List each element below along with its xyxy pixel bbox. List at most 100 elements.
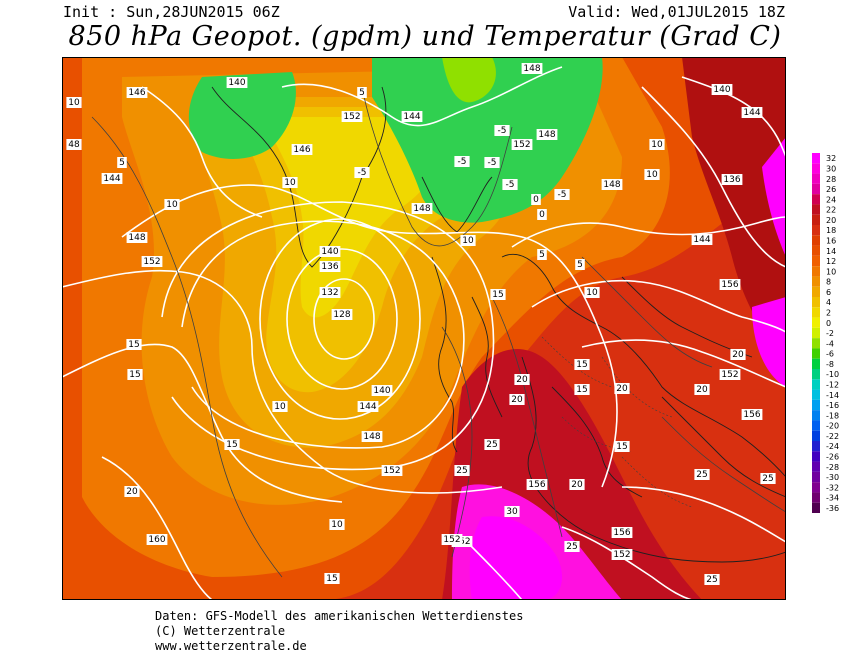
legend-swatch <box>812 307 820 318</box>
geopotential-label: 152 <box>513 140 530 150</box>
legend-label: 0 <box>826 319 831 328</box>
temperature-label-bg <box>614 441 630 452</box>
legend-swatch <box>812 358 820 369</box>
geopotential-label-bg <box>146 534 168 545</box>
legend-label: 6 <box>826 288 831 297</box>
geopotential-label-bg <box>601 179 623 190</box>
legend-label: -28 <box>826 463 839 472</box>
temperature-label: 20 <box>571 480 583 490</box>
legend-swatch <box>812 502 820 513</box>
temperature-label: 5 <box>577 260 583 270</box>
legend-swatch <box>812 348 820 359</box>
temperature-label-bg <box>537 209 547 220</box>
temperature-label-bg <box>164 199 180 210</box>
legend-label: -18 <box>826 411 839 420</box>
geopotential-label: 128 <box>333 310 350 320</box>
geopotential-label-bg <box>611 527 633 538</box>
valid-time: Valid: Wed,01JUL2015 18Z <box>568 3 785 21</box>
legend-swatch <box>812 369 820 380</box>
geopotential-label: 152 <box>343 112 360 122</box>
legend-swatch <box>812 297 820 308</box>
temperature-label-bg <box>644 169 660 180</box>
temperature-label-bg <box>694 469 710 480</box>
geopotential-label: 148 <box>413 204 430 214</box>
temperature-color-legend: 32302826242220181614121086420-2-4-6-8-10… <box>812 153 839 513</box>
temperature-label: 10 <box>68 98 80 108</box>
geopotential-label: 144 <box>359 402 376 412</box>
geopotential-label: 146 <box>293 145 310 155</box>
temperature-label-bg <box>537 249 547 260</box>
geopotential-label-bg <box>691 234 713 245</box>
temperature-label: 0 <box>539 210 545 220</box>
geopotential-label-bg <box>741 409 763 420</box>
legend-label: 28 <box>826 175 836 184</box>
geopotential-label-bg <box>319 261 341 272</box>
temperature-label-bg <box>574 359 590 370</box>
legend-label: 2 <box>826 309 831 318</box>
temperature-label-bg <box>584 287 600 298</box>
geopotential-label: 148 <box>603 180 620 190</box>
temperature-label-bg <box>124 486 140 497</box>
legend-label: -22 <box>826 432 839 441</box>
temperature-label: 15 <box>226 440 237 450</box>
geopotential-contours <box>62 66 786 600</box>
geopotential-label: 156 <box>743 410 760 420</box>
geopotential-label-bg <box>411 203 433 214</box>
temperature-label-bg <box>554 189 570 200</box>
temperature-label: 5 <box>359 88 365 98</box>
geopotential-label: 148 <box>363 432 380 442</box>
temperature-label: 15 <box>326 574 337 584</box>
legend-label: 4 <box>826 298 831 307</box>
temperature-label-bg <box>272 401 288 412</box>
temperature-label-bg <box>117 157 127 168</box>
temperature-label-bg <box>66 139 82 150</box>
geopotential-label: 144 <box>693 235 710 245</box>
legend-label: -26 <box>826 453 839 462</box>
legend-swatch <box>812 194 820 205</box>
temperature-label: 10 <box>166 200 178 210</box>
legend-label: 26 <box>826 185 836 194</box>
footer-copyright: (C) Wetterzentrale <box>155 624 286 638</box>
geopotential-label: 140 <box>373 386 390 396</box>
legend-label: -32 <box>826 483 839 492</box>
temperature-label-bg <box>574 384 590 395</box>
legend-swatch <box>812 471 820 483</box>
temperature-label-bg <box>502 179 518 190</box>
geopotential-label: 156 <box>721 280 738 290</box>
temperature-label: 25 <box>566 542 577 552</box>
geopotential-label: 144 <box>103 174 120 184</box>
temperature-label-bg <box>504 506 520 517</box>
temperature-label-bg <box>484 157 500 168</box>
geopotential-label: 148 <box>523 64 540 74</box>
temp-field-green-greenland <box>188 72 296 159</box>
temperature-label: 20 <box>732 350 744 360</box>
geopotential-label-bg <box>521 63 543 74</box>
geopotential-label-bg <box>526 479 548 490</box>
legend-label: -14 <box>826 391 839 400</box>
temperature-label-bg <box>127 369 143 380</box>
temp-field-pale-yellow <box>262 117 443 318</box>
legend-label: -34 <box>826 494 839 503</box>
temperature-label: 25 <box>706 575 717 585</box>
chart-title: 850 hPa Geopot. (gpdm) und Temperatur (G… <box>68 21 782 52</box>
temperature-label: -5 <box>458 157 467 167</box>
geopotential-label: 144 <box>743 108 760 118</box>
geopotential-label: 148 <box>538 130 555 140</box>
footer-data-source: Daten: GFS-Modell des amerikanischen Wet… <box>155 609 524 623</box>
temperature-label: 15 <box>576 385 587 395</box>
geopotential-label: 136 <box>723 175 740 185</box>
temperature-label: 25 <box>762 474 773 484</box>
legend-label: -24 <box>826 442 839 451</box>
geopotential-label-bg <box>741 107 763 118</box>
geopotential-label-bg <box>401 111 423 122</box>
legend-swatch <box>812 451 820 462</box>
legend-label: -6 <box>826 350 834 359</box>
geopotential-label-bg <box>319 246 341 257</box>
legend-label: -30 <box>826 473 839 482</box>
geopotential-label-bg <box>441 534 463 545</box>
temperature-label-bg <box>224 439 240 450</box>
legend-swatch <box>812 163 820 174</box>
temperature-label-bg <box>694 384 710 395</box>
legend-label: -16 <box>826 401 839 410</box>
legend-label: 24 <box>826 195 836 204</box>
